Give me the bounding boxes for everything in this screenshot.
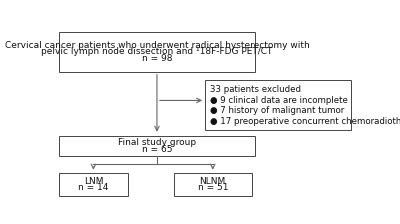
Text: Final study group: Final study group [118, 138, 196, 147]
Text: ● 17 preoperative concurrent chemoradiotherapy: ● 17 preoperative concurrent chemoradiot… [210, 117, 400, 126]
Text: n = 65: n = 65 [142, 145, 172, 154]
Bar [59, 32, 255, 72]
Bar [205, 80, 351, 130]
Text: NLNM: NLNM [200, 177, 226, 186]
Bar [59, 173, 128, 196]
Text: ● 9 clinical data are incomplete: ● 9 clinical data are incomplete [210, 95, 348, 105]
Bar [59, 136, 255, 156]
Text: n = 14: n = 14 [78, 183, 108, 192]
Text: LNM: LNM [84, 177, 103, 186]
Text: pelvic lymph node dissection and ¹18F-FDG PET/CT: pelvic lymph node dissection and ¹18F-FD… [41, 47, 273, 56]
Text: ● 7 history of malignant tumor: ● 7 history of malignant tumor [210, 106, 344, 115]
Text: n = 98: n = 98 [142, 54, 172, 63]
Text: 33 patients excluded: 33 patients excluded [210, 85, 301, 94]
Text: n = 51: n = 51 [198, 183, 228, 192]
Bar [174, 173, 252, 196]
Text: Cervical cancer patients who underwent radical hysterectomy with: Cervical cancer patients who underwent r… [4, 41, 309, 50]
